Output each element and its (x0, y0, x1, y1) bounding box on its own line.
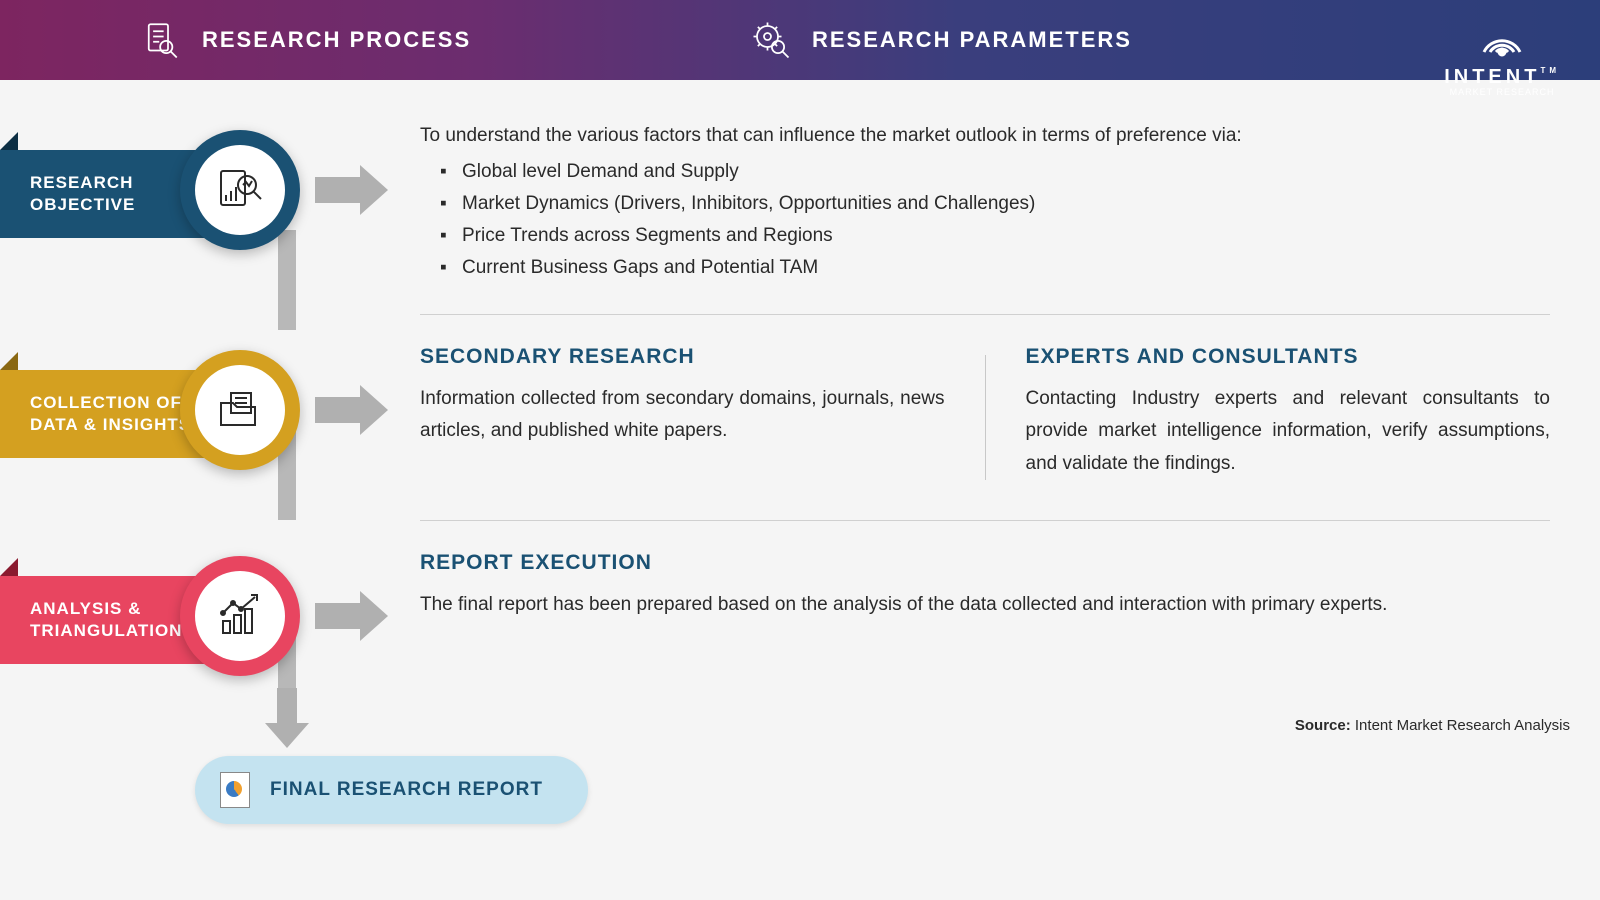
ribbon-fold (0, 352, 18, 370)
folder-document-icon (215, 385, 265, 435)
bullet-item: Price Trends across Segments and Regions (440, 225, 1550, 247)
divider (420, 520, 1550, 521)
ribbon-fold (0, 558, 18, 576)
header-left: RESEARCH PROCESS (140, 19, 620, 61)
logo-tm: TM (1540, 66, 1560, 75)
header-right: RESEARCH PARAMETERS (620, 19, 1560, 61)
circle-badge (175, 556, 305, 676)
stage-research-objective: RESEARCH OBJECTIVE To understand the var… (0, 110, 1550, 304)
bullet-item: Global level Demand and Supply (440, 161, 1550, 183)
stage-analysis: ANALYSIS & TRIANGULATION REPORT EXECUTIO… (0, 536, 1550, 716)
arrow-right-icon (315, 591, 395, 641)
column-text: Information collected from secondary dom… (420, 383, 945, 448)
final-report-label: FINAL RESEARCH REPORT (270, 779, 543, 801)
two-column-layout: SECONDARY RESEARCH Information collected… (420, 345, 1550, 480)
ribbon-fold (0, 132, 18, 150)
document-magnify-icon (215, 165, 265, 215)
column-divider (985, 355, 986, 480)
divider (420, 314, 1550, 315)
report-file-icon (220, 772, 250, 808)
stage-content: SECONDARY RESEARCH Information collected… (395, 330, 1550, 495)
content-area: RESEARCH OBJECTIVE To understand the var… (0, 80, 1600, 746)
column-text: Contacting Industry experts and relevant… (1026, 383, 1551, 480)
arrow-down-icon (265, 688, 309, 748)
source-text: Intent Market Research Analysis (1355, 717, 1570, 734)
stage-content: REPORT EXECUTION The final report has be… (395, 536, 1550, 636)
column-title: EXPERTS AND CONSULTANTS (1026, 345, 1551, 369)
final-report-pill: FINAL RESEARCH REPORT (195, 756, 588, 824)
header-left-title: RESEARCH PROCESS (202, 27, 471, 53)
column-secondary-research: SECONDARY RESEARCH Information collected… (420, 345, 945, 480)
column-experts: EXPERTS AND CONSULTANTS Contacting Indus… (1026, 345, 1551, 480)
source-attribution: Source: Intent Market Research Analysis (1295, 717, 1570, 734)
stage-content: To understand the various factors that c… (395, 110, 1550, 304)
circle-badge (175, 350, 305, 470)
circle-badge (175, 130, 305, 250)
header-bar: RESEARCH PROCESS RESEARCH PARAMETERS INT… (0, 0, 1600, 80)
logo-arc-icon (1472, 10, 1532, 60)
arrow-right-icon (315, 165, 395, 215)
column-title: REPORT EXECUTION (420, 551, 1550, 575)
intro-text: To understand the various factors that c… (420, 125, 1550, 147)
document-search-icon (140, 19, 182, 61)
bullet-item: Market Dynamics (Drivers, Inhibitors, Op… (440, 193, 1550, 215)
column-text: The final report has been prepared based… (420, 589, 1550, 621)
header-right-title: RESEARCH PARAMETERS (812, 27, 1132, 53)
bullet-list: Global level Demand and Supply Market Dy… (420, 161, 1550, 279)
column-title: SECONDARY RESEARCH (420, 345, 945, 369)
chart-growth-icon (215, 591, 265, 641)
source-label: Source: (1295, 717, 1351, 734)
bullet-item: Current Business Gaps and Potential TAM (440, 257, 1550, 279)
arrow-right-icon (315, 385, 395, 435)
gear-search-icon (750, 19, 792, 61)
stage-data-collection: COLLECTION OF DATA & INSIGHTS SECONDARY … (0, 330, 1550, 510)
